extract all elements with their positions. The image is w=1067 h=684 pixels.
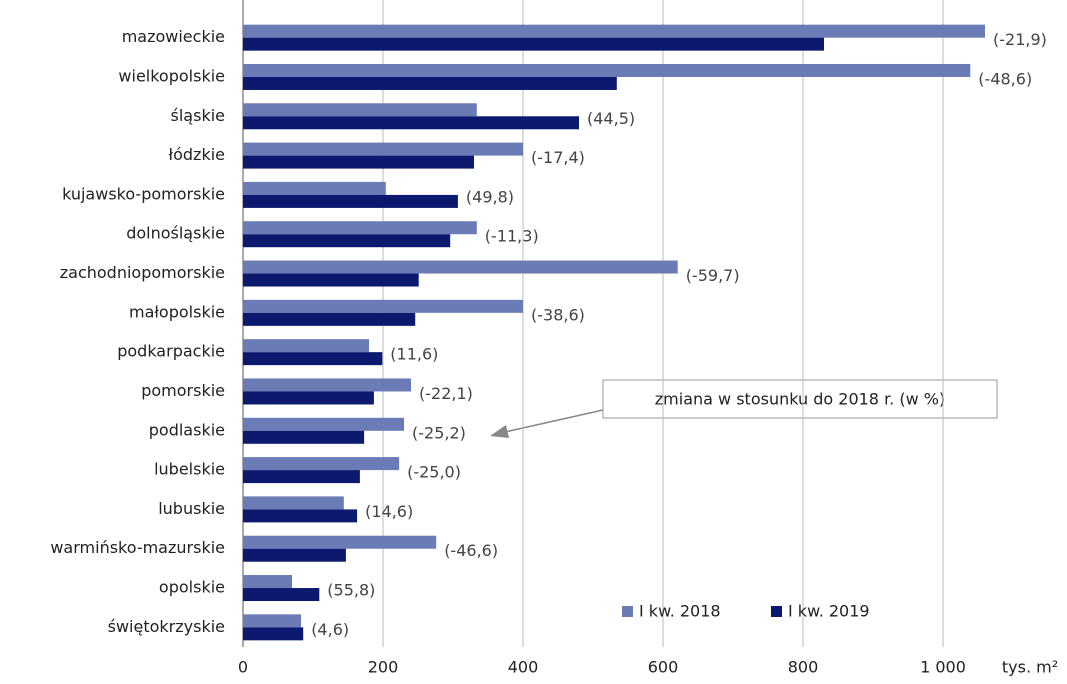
bar: [243, 627, 304, 641]
bar: [243, 142, 523, 156]
y-tick-label: mazowieckie: [122, 27, 225, 46]
bar: [243, 273, 419, 287]
bar: [243, 181, 386, 195]
bar: [243, 63, 971, 77]
bar: [243, 535, 437, 549]
x-tick-label: 200: [368, 658, 399, 677]
bar: [243, 24, 985, 38]
bar: [243, 588, 320, 602]
annotation-box: [602, 379, 998, 419]
bar: [243, 430, 365, 444]
legend-label: I kw. 2018: [639, 602, 721, 621]
legend-swatch: [622, 606, 633, 617]
change-label: (-48,6): [978, 69, 1032, 88]
legend-label: I kw. 2019: [788, 602, 870, 621]
change-label: (-38,6): [531, 305, 585, 324]
change-label: (4,6): [311, 620, 349, 639]
x-tick-label: 800: [788, 658, 819, 677]
change-label: (-46,6): [444, 541, 498, 560]
change-label: (-59,7): [686, 266, 740, 285]
y-tick-label: kujawsko-pomorskie: [62, 184, 225, 203]
bar: [243, 260, 678, 274]
bar: [243, 352, 383, 366]
y-tick-label: pomorskie: [141, 381, 225, 400]
bar: [243, 76, 617, 90]
bar: [243, 417, 404, 431]
x-tick-label: 1 000: [920, 658, 966, 677]
bar: [243, 312, 416, 326]
bar: [243, 548, 346, 562]
bar: [243, 194, 458, 208]
y-tick-label: zachodniopomorskie: [60, 263, 225, 282]
change-label: (-25,0): [407, 463, 461, 482]
change-label: (44,5): [587, 109, 635, 128]
bar: [243, 391, 374, 405]
bar: [243, 470, 360, 484]
bar: [243, 103, 477, 117]
x-axis-label: tys. m²: [1002, 658, 1058, 677]
bar: [243, 221, 477, 235]
y-tick-label: podkarpackie: [117, 342, 225, 361]
y-tick-label: podlaskie: [149, 420, 225, 439]
annotation: zmiana w stosunku do 2018 r. (w %): [655, 390, 945, 409]
y-tick-label: opolskie: [159, 578, 225, 597]
y-tick-label: lubelskie: [154, 460, 225, 479]
change-label: (-21,9): [993, 30, 1047, 49]
change-label: (-22,1): [419, 384, 473, 403]
bar: [243, 299, 523, 313]
y-tick-label: śląskie: [171, 106, 225, 125]
bar: [243, 457, 400, 471]
bar: [243, 37, 824, 51]
y-tick-label: małopolskie: [129, 302, 225, 321]
y-tick-label: świętokrzyskie: [108, 617, 225, 636]
change-label: (55,8): [327, 581, 375, 600]
x-tick-label: 0: [238, 658, 248, 677]
change-label: (-25,2): [412, 423, 466, 442]
bar: [243, 378, 411, 392]
y-tick-label: dolnośląskie: [126, 224, 225, 243]
bar: [243, 116, 579, 130]
bar: [243, 339, 369, 353]
bar: [243, 614, 302, 628]
y-tick-label: łódzkie: [169, 145, 225, 164]
bar: [243, 155, 474, 169]
change-label: (-17,4): [531, 148, 585, 167]
y-tick-label: warmińsko-mazurskie: [50, 538, 225, 557]
change-label: (-11,3): [485, 227, 539, 246]
change-label: (11,6): [390, 345, 438, 364]
bar: [243, 575, 292, 589]
annotation-arrow: [504, 409, 604, 433]
change-label: (14,6): [365, 502, 413, 521]
bar: [243, 234, 451, 248]
x-tick-label: 400: [508, 658, 539, 677]
x-tick-label: 600: [648, 658, 679, 677]
y-tick-label: wielkopolskie: [118, 66, 225, 85]
legend-swatch: [771, 606, 782, 617]
bar: [243, 496, 344, 510]
bar: [243, 509, 358, 523]
y-tick-label: lubuskie: [158, 499, 225, 518]
change-label: (49,8): [466, 187, 514, 206]
arrow-head: [490, 425, 509, 438]
